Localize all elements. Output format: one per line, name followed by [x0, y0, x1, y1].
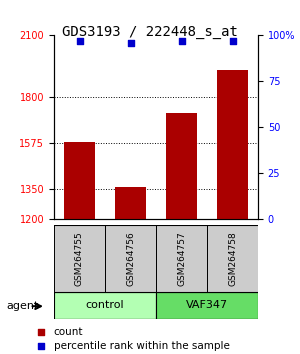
Text: GSM264755: GSM264755 — [75, 231, 84, 286]
FancyBboxPatch shape — [156, 292, 258, 319]
Bar — [64, 142, 95, 219]
Text: percentile rank within the sample: percentile rank within the sample — [54, 341, 230, 350]
Point — [77, 38, 82, 44]
Text: GSM264758: GSM264758 — [228, 231, 237, 286]
Bar — [166, 113, 197, 219]
FancyBboxPatch shape — [105, 225, 156, 292]
Point — [128, 40, 133, 46]
Point — [179, 38, 184, 44]
FancyBboxPatch shape — [156, 225, 207, 292]
FancyBboxPatch shape — [54, 292, 156, 319]
Bar — [115, 187, 146, 219]
Text: GSM264757: GSM264757 — [177, 231, 186, 286]
Text: GSM264756: GSM264756 — [126, 231, 135, 286]
Text: VAF347: VAF347 — [186, 300, 228, 310]
Text: control: control — [86, 300, 124, 310]
Text: count: count — [54, 327, 83, 337]
Bar — [217, 70, 248, 219]
Point — [208, 290, 212, 296]
FancyBboxPatch shape — [207, 225, 258, 292]
Point — [208, 166, 212, 172]
Text: agent: agent — [6, 301, 38, 311]
Text: GDS3193 / 222448_s_at: GDS3193 / 222448_s_at — [62, 25, 238, 39]
FancyBboxPatch shape — [54, 225, 105, 292]
Point — [230, 38, 235, 44]
